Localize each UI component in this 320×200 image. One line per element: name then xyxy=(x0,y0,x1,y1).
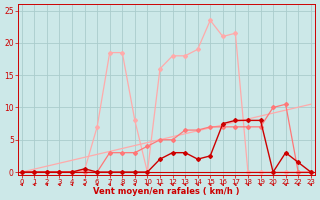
X-axis label: Vent moyen/en rafales ( km/h ): Vent moyen/en rafales ( km/h ) xyxy=(93,187,239,196)
